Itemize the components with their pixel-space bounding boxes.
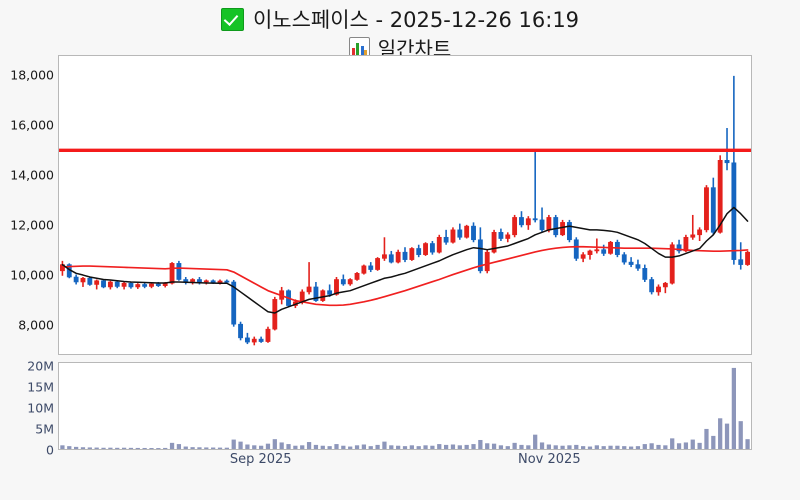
price-tick-label: 10,000 xyxy=(10,267,54,283)
volume-tick-label: 15M xyxy=(27,379,54,395)
price-tick-label: 16,000 xyxy=(10,117,54,133)
price-tick-label: 12,000 xyxy=(10,217,54,233)
chart-title-row: 이노스페이스 - 2025-12-26 16:19 xyxy=(0,4,800,34)
volume-tick-label: 0 xyxy=(46,442,54,458)
date-tick-label: Nov 2025 xyxy=(518,452,581,467)
volume-plot xyxy=(60,367,750,449)
price-tick-label: 8,000 xyxy=(18,317,54,333)
volume-tick-label: 5M xyxy=(35,421,54,437)
volume-chart-panel[interactable] xyxy=(58,362,752,450)
volume-tick-label: 10M xyxy=(27,400,54,416)
price-chart-panel[interactable] xyxy=(58,55,752,355)
price-tick-label: 18,000 xyxy=(10,67,54,83)
price-tick-label: 14,000 xyxy=(10,167,54,183)
volume-tick-label: 20M xyxy=(27,358,54,374)
axis-labels-column: 18,000 16,000 14,000 12,000 10,000 8,000 20M 1… xyxy=(0,0,54,500)
page-title: 이노스페이스 - 2025-12-26 16:19 xyxy=(252,8,580,32)
green-check-icon xyxy=(220,7,244,31)
candlestick-plot xyxy=(59,75,751,346)
date-tick-label: Sep 2025 xyxy=(229,452,292,467)
